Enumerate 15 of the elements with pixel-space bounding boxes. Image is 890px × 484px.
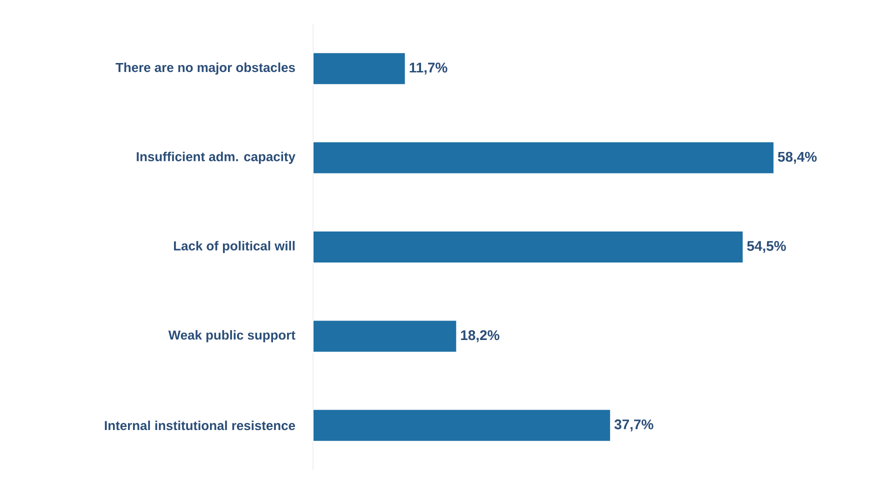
data-label: 37,7% bbox=[614, 419, 654, 432]
y-tick-label: There are no major obstacles bbox=[116, 62, 295, 75]
data-label: 54,5% bbox=[747, 241, 786, 253]
y-tick-label: Lack of political will bbox=[174, 240, 295, 254]
data-label: 58,4% bbox=[778, 152, 817, 164]
bar bbox=[312, 52, 406, 86]
data-label: 11,7% bbox=[410, 62, 448, 75]
y-tick-label: Weak public support bbox=[168, 330, 296, 342]
bar bbox=[312, 141, 774, 174]
y-tick-label: Insufficient adm. capacity bbox=[136, 152, 296, 164]
bar bbox=[312, 408, 612, 442]
bar bbox=[312, 320, 458, 353]
y-tick-label: Internal institutional resistence bbox=[104, 420, 296, 430]
data-label: 18,2% bbox=[461, 330, 500, 342]
bar bbox=[312, 230, 744, 264]
